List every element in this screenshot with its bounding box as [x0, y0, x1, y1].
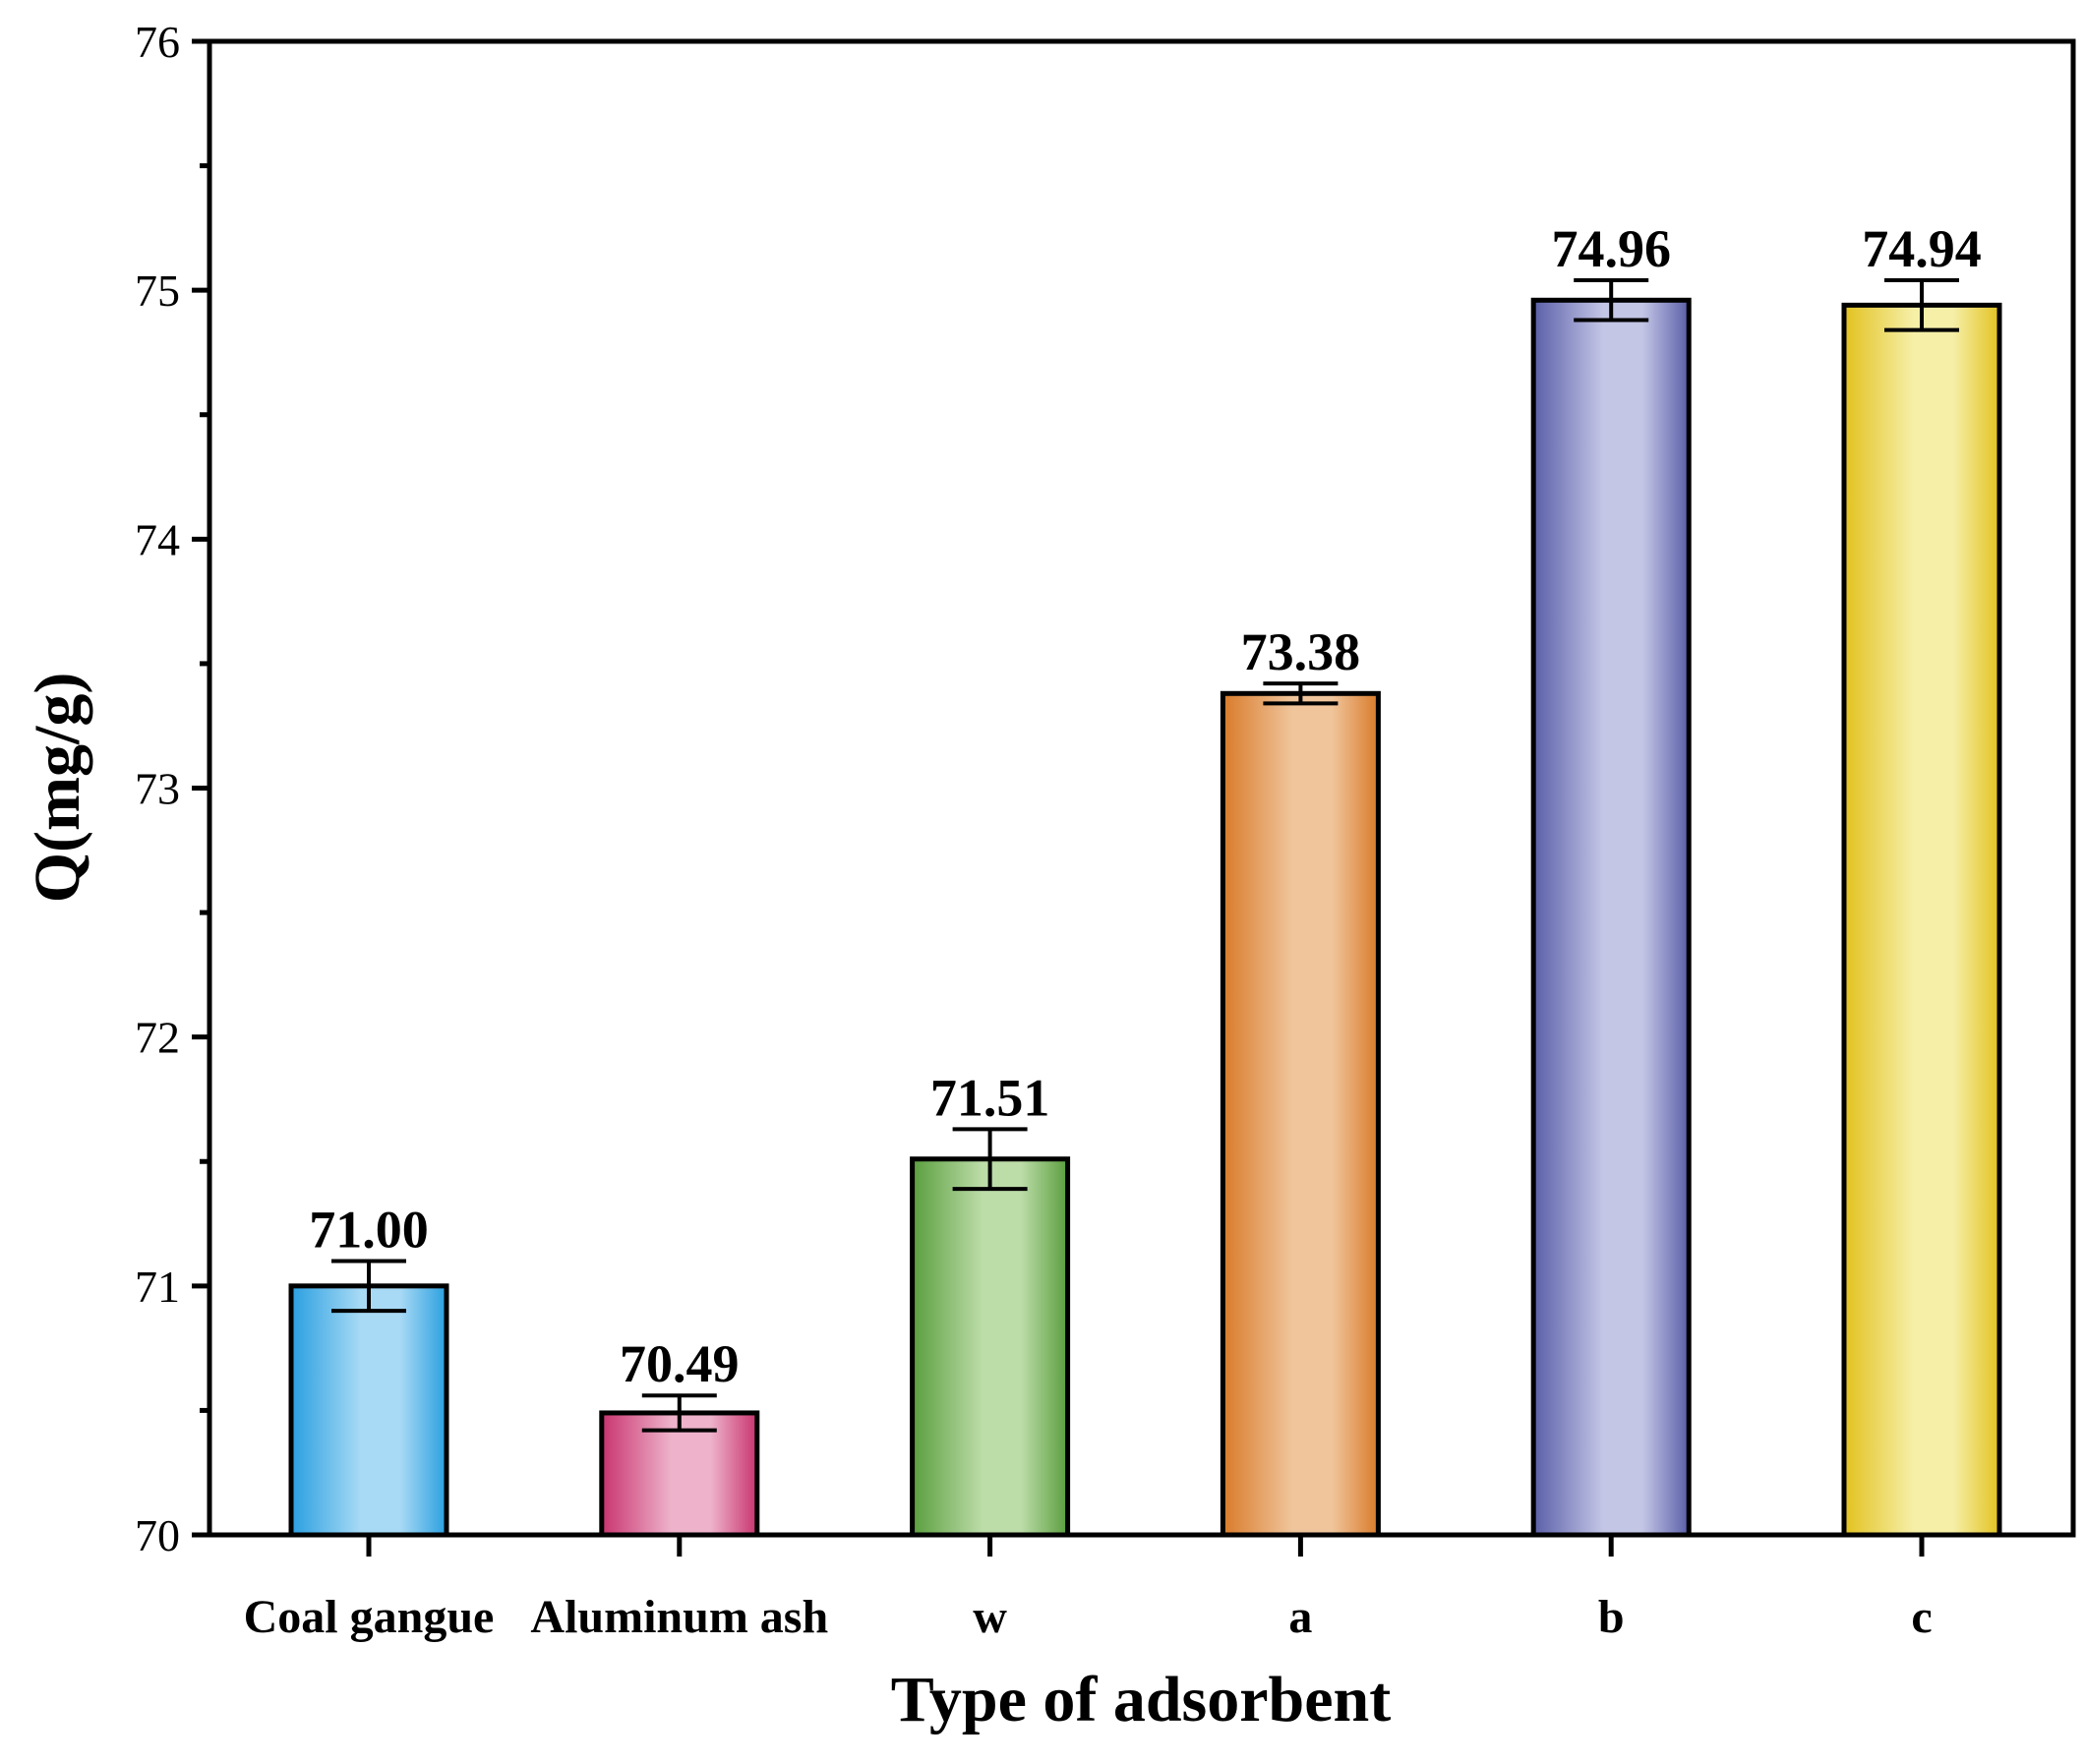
value-labels-layer: 71.00 70.49 71.51 73.38 74.96 74.94 — [309, 219, 1982, 1393]
x-tick-label: b — [1598, 1591, 1625, 1643]
x-axis-title: Type of adsorbent — [891, 1664, 1391, 1735]
x-tick-label: a — [1288, 1591, 1312, 1643]
y-tick-label: 70 — [135, 1510, 180, 1560]
data-label: 71.51 — [930, 1068, 1050, 1127]
bar-a — [1220, 690, 1381, 1538]
x-tick-label: c — [1911, 1591, 1932, 1643]
plot-frame — [207, 38, 2076, 1538]
y-axis-ticks: 70 71 72 73 74 75 76 — [135, 17, 209, 1560]
error-bars-layer — [331, 278, 1959, 1433]
data-label: 73.38 — [1241, 622, 1361, 681]
error-bar — [1884, 278, 1959, 332]
bars-layer — [288, 297, 2002, 1538]
bar-b — [1530, 297, 1692, 1538]
y-tick-label: 76 — [135, 17, 180, 67]
x-tick-label: Coal gangue — [244, 1591, 495, 1643]
y-axis-title: Q(mg/g) — [22, 673, 93, 904]
data-label: 74.94 — [1862, 219, 1982, 278]
y-tick-label: 73 — [135, 764, 180, 814]
data-label: 71.00 — [309, 1201, 429, 1260]
x-axis-ticks: Coal gangue Aluminum ash w a b c — [244, 1535, 1933, 1643]
bar-coal-gangue — [288, 1283, 449, 1538]
y-tick-label: 75 — [135, 265, 180, 316]
data-label: 70.49 — [620, 1334, 740, 1393]
bar-c — [1841, 302, 2002, 1538]
error-bar — [1574, 278, 1649, 323]
error-bar — [331, 1259, 406, 1314]
data-label: 74.96 — [1551, 219, 1671, 278]
x-tick-label: Aluminum ash — [530, 1591, 828, 1643]
y-tick-label: 71 — [135, 1262, 180, 1312]
y-tick-label: 74 — [135, 514, 180, 564]
bar-aluminum-ash — [599, 1410, 760, 1538]
error-bar — [1263, 681, 1339, 706]
error-bar — [952, 1127, 1028, 1192]
x-tick-label: w — [973, 1591, 1007, 1643]
error-bar — [641, 1393, 717, 1433]
y-tick-label: 72 — [135, 1013, 180, 1063]
bar-w — [910, 1156, 1071, 1538]
